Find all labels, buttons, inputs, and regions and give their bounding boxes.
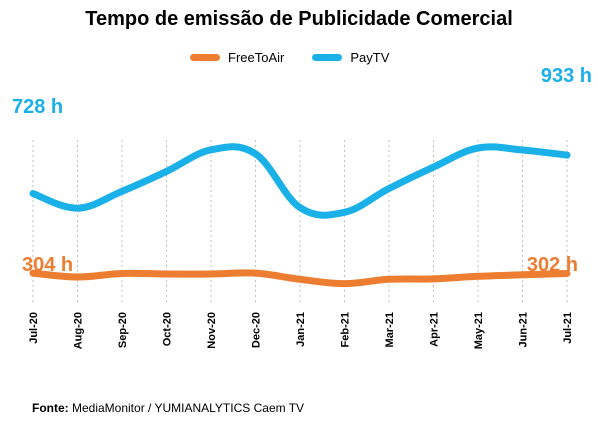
chart-title: Tempo de emissão de Publicidade Comercia… <box>85 8 513 30</box>
data-label-paytv-first: 728 h <box>12 96 63 118</box>
legend-label-freetoair: FreeToAir <box>228 50 285 65</box>
x-tick-label: Oct-20 <box>162 312 174 346</box>
legend-swatch-paytv <box>312 54 343 61</box>
data-label-freetoair-first: 304 h <box>22 254 73 276</box>
x-tick-label: Jul-20 <box>28 312 40 344</box>
data-label-freetoair-last: 302 h <box>527 254 578 276</box>
x-tick-label: Mar-21 <box>384 312 396 347</box>
legend-swatch-freetoair <box>190 54 220 61</box>
x-tick-label: Nov-20 <box>206 312 218 349</box>
x-tick-label: Aug-20 <box>73 312 85 349</box>
series-line-paytv <box>29 143 571 219</box>
data-label-paytv-last: 933 h <box>541 65 592 87</box>
x-tick-label: Apr-21 <box>429 312 441 347</box>
source-label: Fonte: <box>32 401 69 415</box>
legend: FreeToAir PayTV <box>190 50 417 65</box>
x-tick-label: Sep-20 <box>117 312 129 348</box>
x-tick-label: May-21 <box>473 312 485 349</box>
series-line-freetoair <box>29 269 571 288</box>
x-tick-label: Jan-21 <box>295 312 307 347</box>
x-tick-label: Jun-21 <box>518 312 530 347</box>
x-tick-label: Jul-21 <box>562 312 574 344</box>
x-tick-label: Feb-21 <box>340 312 352 347</box>
x-tick-label: Dec-20 <box>251 312 263 348</box>
legend-label-paytv: PayTV <box>350 50 390 65</box>
source-note: Fonte: MediaMonitor / YUMIANALYTICS Caem… <box>32 401 304 415</box>
source-text: MediaMonitor / YUMIANALYTICS Caem TV <box>68 401 305 415</box>
legend-item-paytv: PayTV <box>312 50 389 65</box>
legend-item-freetoair: FreeToAir <box>190 50 284 65</box>
